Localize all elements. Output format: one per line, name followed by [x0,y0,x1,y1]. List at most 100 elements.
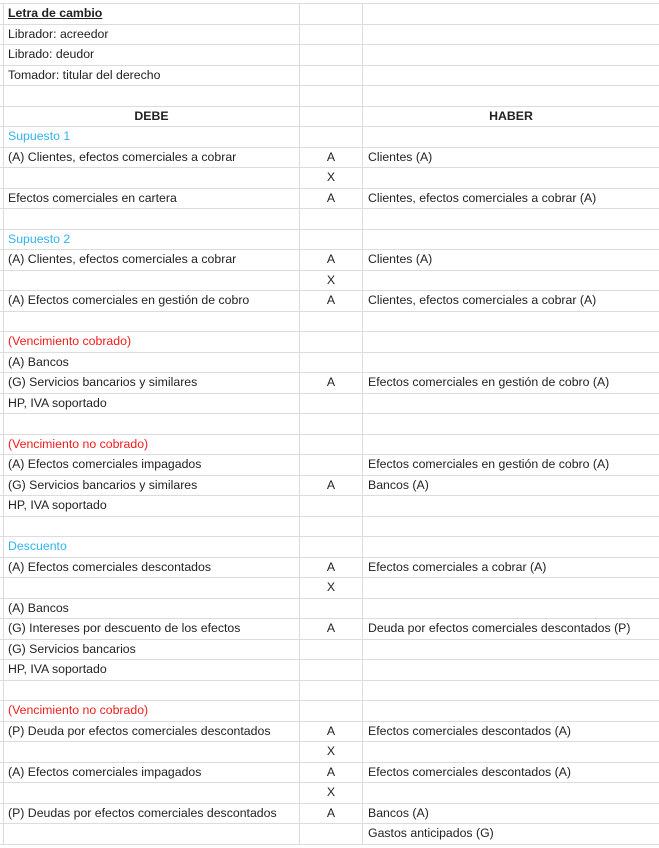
debe-cell[interactable] [3,270,300,290]
debe-cell[interactable]: (G) Intereses por descuento de los efect… [3,619,300,639]
marker-cell[interactable] [300,127,363,147]
haber-cell[interactable] [363,681,659,701]
debe-cell[interactable]: (A) Efectos comerciales en gestión de co… [3,291,300,311]
marker-cell[interactable] [300,434,363,454]
haber-cell[interactable] [363,394,659,414]
marker-cell[interactable]: X [300,168,363,188]
debe-cell[interactable]: (G) Servicios bancarios y similares [3,475,300,495]
haber-cell[interactable] [363,127,659,147]
marker-cell[interactable]: A [300,557,363,577]
haber-cell[interactable] [363,660,659,680]
debe-cell[interactable]: (G) Servicios bancarios [3,639,300,659]
marker-cell[interactable]: X [300,783,363,803]
debe-cell[interactable]: (A) Bancos [3,598,300,618]
marker-cell[interactable]: A [300,147,363,167]
debe-cell[interactable]: Descuento [3,537,300,557]
haber-cell[interactable] [363,640,659,660]
marker-cell[interactable]: X [300,270,363,290]
marker-cell[interactable] [300,65,363,85]
marker-cell[interactable]: A [300,619,363,639]
marker-cell[interactable]: A [300,373,363,393]
haber-cell[interactable]: Clientes (A) [368,149,433,164]
marker-cell[interactable] [300,455,363,475]
marker-cell[interactable] [300,4,363,24]
debe-cell[interactable] [3,783,300,803]
haber-cell[interactable]: Gastos anticipados (G) [368,826,494,840]
marker-cell[interactable] [300,496,363,516]
haber-cell[interactable] [363,414,659,434]
marker-cell[interactable]: A [300,803,363,823]
marker-cell[interactable] [300,106,363,126]
debe-cell[interactable]: Librado: deudor [3,45,300,65]
haber-cell[interactable]: Efectos comerciales a cobrar (A) [368,559,547,574]
marker-cell[interactable] [300,332,363,352]
haber-cell[interactable] [363,496,659,516]
debe-cell[interactable]: Letra de cambio [3,4,300,24]
haber-cell[interactable] [363,168,659,188]
debe-cell[interactable]: (P) Deuda por efectos comerciales descon… [3,721,300,741]
debe-cell[interactable]: (Vencimiento cobrado) [3,332,300,352]
debe-cell[interactable]: (A) Clientes, efectos comerciales a cobr… [3,147,300,167]
haber-cell[interactable]: HABER [489,108,533,123]
haber-cell[interactable] [363,353,659,373]
debe-cell[interactable]: (Vencimiento no cobrado) [3,701,300,721]
debe-cell[interactable] [3,414,300,434]
haber-cell[interactable]: Clientes, efectos comerciales a cobrar (… [368,190,597,205]
haber-cell[interactable] [363,4,659,24]
haber-cell[interactable]: Bancos (A) [368,477,429,492]
debe-cell[interactable]: (A) Bancos [3,352,300,372]
haber-cell[interactable] [363,517,659,537]
haber-cell[interactable] [363,537,659,557]
debe-cell[interactable]: (G) Servicios bancarios y similares [3,373,300,393]
debe-cell[interactable] [3,578,300,598]
debe-cell[interactable]: (A) Efectos comerciales descontados [3,557,300,577]
haber-cell[interactable] [363,578,659,598]
haber-cell[interactable] [363,701,659,721]
haber-cell[interactable] [363,783,659,803]
marker-cell[interactable] [300,680,363,700]
marker-cell[interactable]: A [300,475,363,495]
haber-cell[interactable] [363,332,659,352]
haber-cell[interactable] [363,86,659,106]
haber-cell[interactable]: Clientes, efectos comerciales a cobrar (… [368,293,597,307]
haber-cell[interactable] [363,209,659,229]
haber-cell[interactable]: Efectos comerciales descontados (A) [368,723,571,738]
marker-cell[interactable] [300,824,363,844]
debe-cell[interactable] [3,824,300,844]
marker-cell[interactable]: A [300,250,363,270]
debe-cell[interactable]: (A) Efectos comerciales impagados [3,762,300,782]
debe-cell[interactable]: Supuesto 1 [3,127,300,147]
haber-cell[interactable]: Efectos comerciales en gestión de cobro … [368,457,610,471]
haber-cell[interactable] [363,25,659,45]
debe-cell[interactable]: (Vencimiento no cobrado) [3,434,300,454]
debe-cell[interactable]: Tomador: titular del derecho [3,65,300,85]
debe-cell[interactable]: Efectos comerciales en cartera [3,188,300,208]
haber-cell[interactable] [363,66,659,86]
marker-cell[interactable] [300,45,363,65]
marker-cell[interactable] [300,209,363,229]
debe-cell[interactable] [3,742,300,762]
marker-cell[interactable]: A [300,721,363,741]
debe-cell[interactable]: (A) Efectos comerciales impagados [3,455,300,475]
marker-cell[interactable] [300,86,363,106]
haber-cell[interactable] [363,742,659,762]
debe-cell[interactable]: Librador: acreedor [3,24,300,44]
marker-cell[interactable] [300,660,363,680]
marker-cell[interactable] [300,24,363,44]
marker-cell[interactable] [300,639,363,659]
haber-cell[interactable]: Bancos (A) [368,805,429,820]
debe-cell[interactable]: (P) Deudas por efectos comerciales desco… [3,803,300,823]
haber-cell[interactable] [363,271,659,291]
debe-cell[interactable] [3,516,300,536]
debe-cell[interactable] [3,168,300,188]
debe-cell[interactable]: HP, IVA soportado [3,660,300,680]
marker-cell[interactable]: A [300,188,363,208]
haber-cell[interactable]: Efectos comerciales en gestión de cobro … [368,375,610,389]
marker-cell[interactable]: A [300,291,363,311]
haber-cell[interactable]: Efectos comerciales descontados (A) [368,764,571,779]
marker-cell[interactable] [300,393,363,413]
marker-cell[interactable] [300,352,363,372]
marker-cell[interactable] [300,311,363,331]
marker-cell[interactable] [300,701,363,721]
debe-cell[interactable]: Supuesto 2 [3,229,300,249]
